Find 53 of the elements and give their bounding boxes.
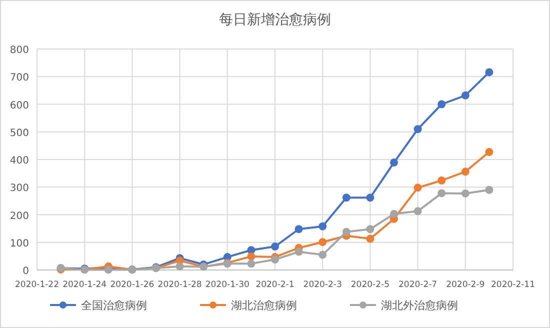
point (271, 256, 279, 264)
point (342, 194, 350, 202)
point (294, 248, 303, 256)
legend-label: 湖北治愈病例 (231, 299, 297, 312)
point (176, 262, 184, 270)
point (318, 238, 327, 246)
x-tick-label: 2020-2-11 (491, 280, 535, 290)
x-tick-label: 2020-2-3 (303, 280, 342, 290)
y-tick-label: 300 (10, 183, 29, 194)
point (318, 222, 327, 230)
y-tick-label: 800 (10, 45, 29, 56)
point (247, 260, 256, 268)
y-tick-label: 200 (10, 210, 29, 222)
chart-title: 每日新增治愈病例 (219, 12, 331, 28)
x-tick-label: 2020-1-28 (158, 280, 202, 290)
point (461, 189, 470, 198)
point (366, 194, 374, 202)
point (414, 184, 422, 192)
point (318, 250, 327, 259)
point (271, 242, 279, 251)
point (461, 91, 470, 100)
point (438, 100, 446, 108)
point (438, 189, 446, 198)
point (485, 68, 494, 76)
point (390, 158, 398, 167)
y-tick-label: 100 (10, 238, 29, 250)
point (485, 148, 494, 156)
point (366, 225, 374, 234)
point (461, 168, 470, 176)
y-tick-label: 0 (22, 266, 29, 277)
point (485, 186, 494, 194)
point (390, 210, 398, 218)
x-tick-label: 2020-1-24 (62, 280, 107, 290)
point (294, 225, 303, 234)
point (438, 176, 446, 184)
x-tick-label: 2020-1-30 (205, 280, 250, 290)
point (414, 207, 422, 216)
x-tick-label: 2020-1-26 (110, 280, 154, 290)
x-tick-label: 2020-2-1 (256, 280, 294, 290)
point (414, 125, 422, 134)
y-tick-label: 600 (10, 100, 29, 112)
legend-label: 湖北外治愈病例 (381, 299, 458, 312)
x-tick-label: 2020-2-9 (446, 280, 485, 290)
x-tick-label: 2020-1-22 (15, 280, 59, 290)
y-tick-label: 700 (10, 72, 29, 84)
y-tick-label: 400 (10, 156, 29, 166)
point (342, 228, 350, 236)
y-tick-label: 500 (10, 128, 29, 139)
legend-label: 全国治愈病例 (81, 299, 147, 312)
x-tick-label: 2020-2-7 (398, 280, 438, 290)
x-tick-label: 2020-2-5 (350, 280, 390, 290)
point (247, 252, 256, 260)
point (366, 234, 374, 243)
